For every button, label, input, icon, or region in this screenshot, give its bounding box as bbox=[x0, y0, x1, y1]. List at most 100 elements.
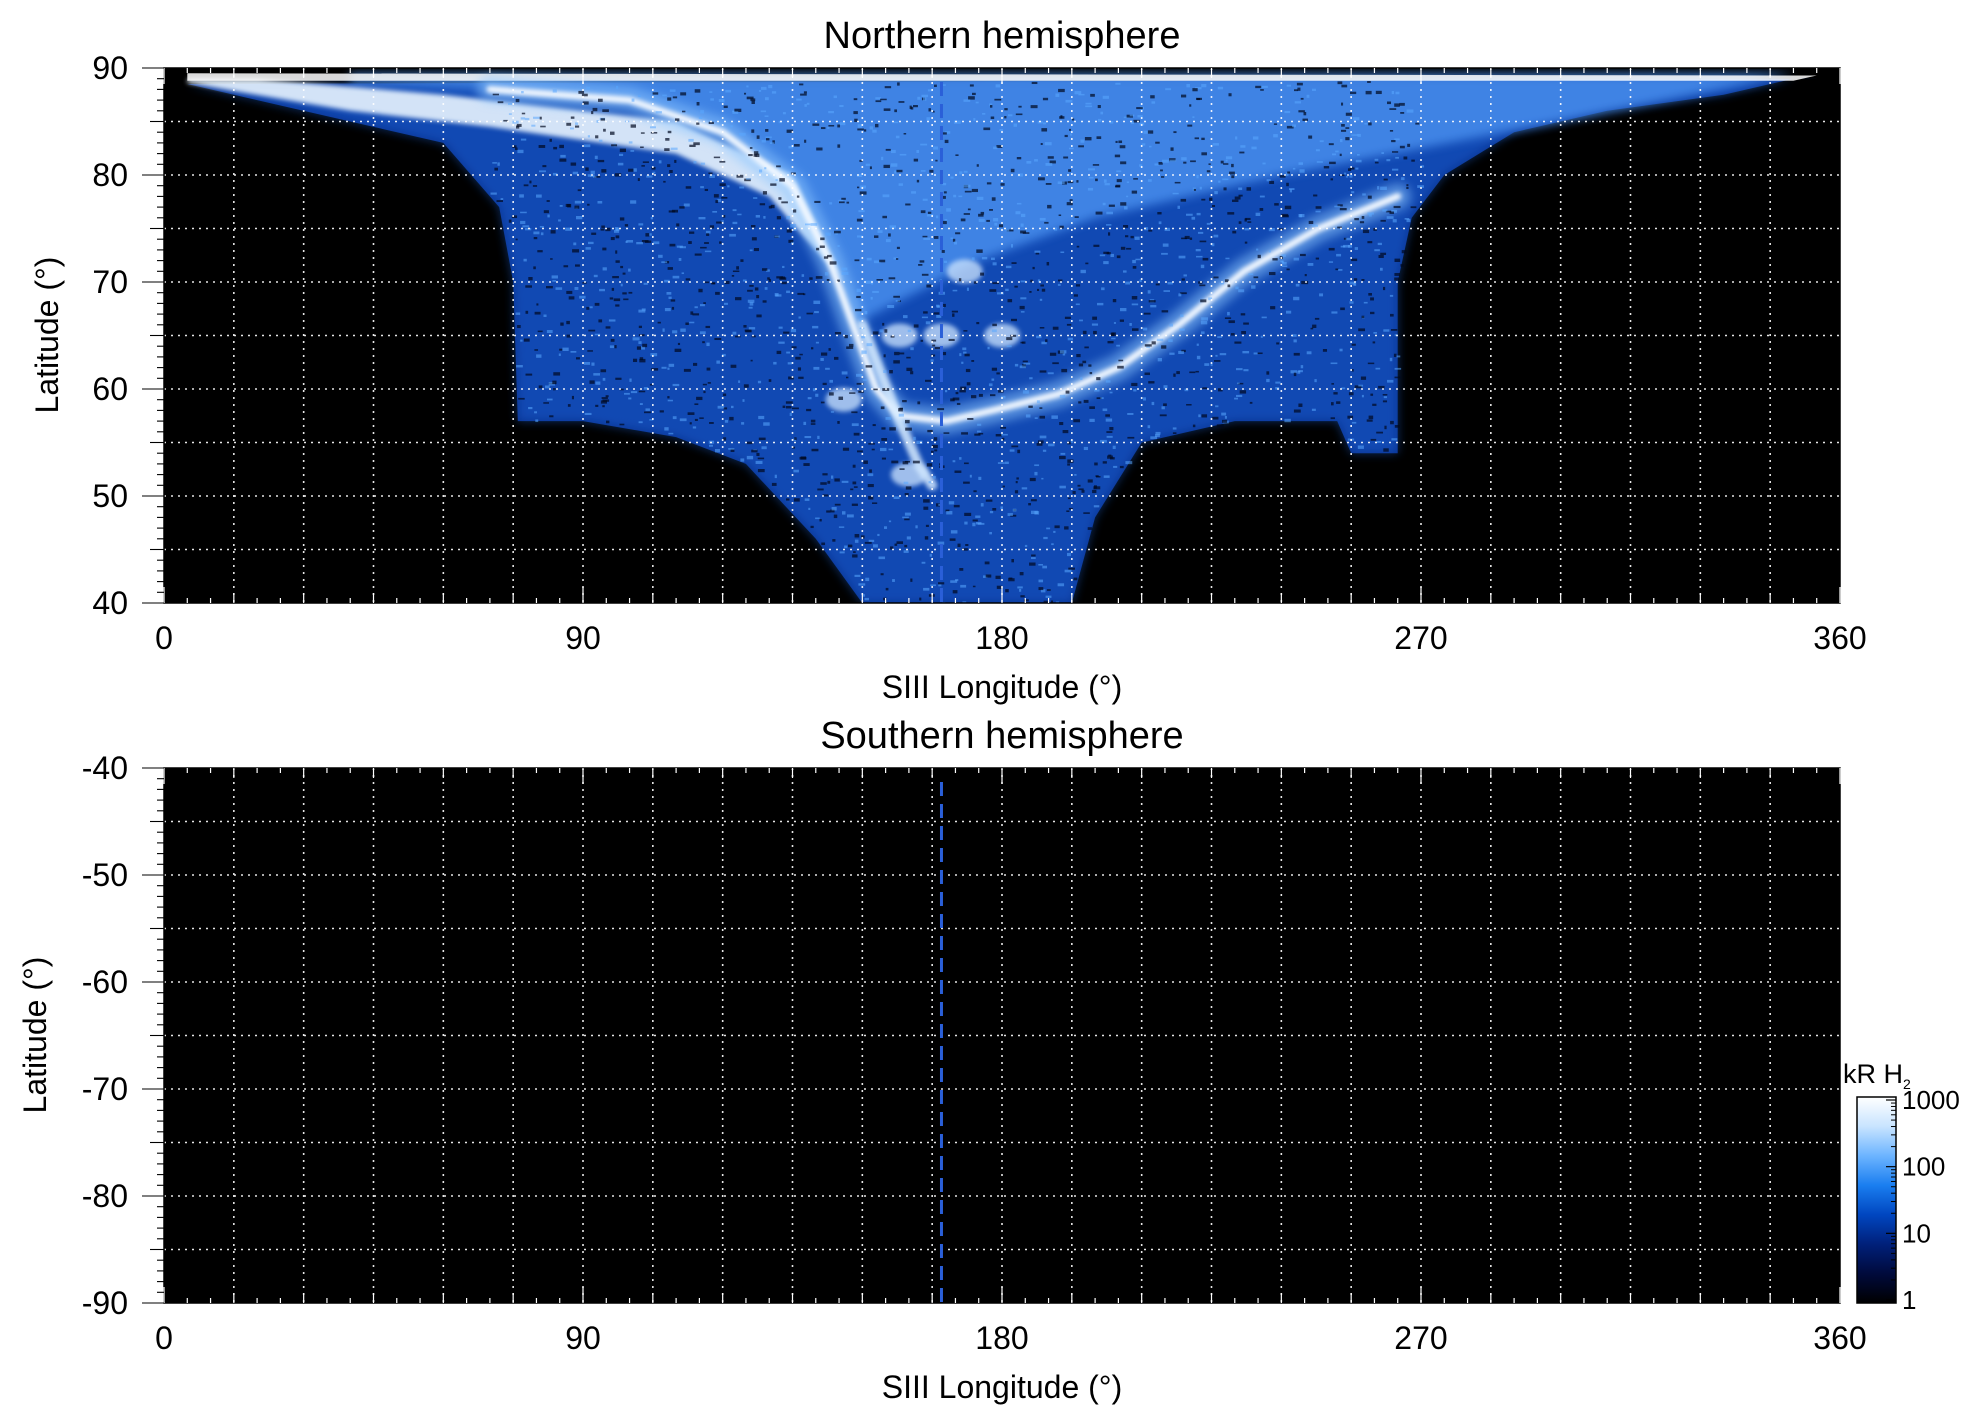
speckle bbox=[933, 475, 936, 479]
speckle bbox=[916, 150, 920, 154]
north-title: Northern hemisphere bbox=[824, 15, 1181, 57]
speckle bbox=[1101, 287, 1105, 291]
speckle bbox=[864, 311, 868, 315]
speckle bbox=[801, 274, 805, 277]
speckle bbox=[822, 382, 827, 386]
speckle bbox=[1034, 471, 1038, 476]
speckle bbox=[661, 366, 667, 369]
speckle bbox=[746, 455, 754, 460]
speckle bbox=[838, 199, 844, 202]
speckle bbox=[696, 102, 700, 106]
speckle bbox=[827, 254, 832, 258]
y-tick-label: 80 bbox=[92, 157, 128, 193]
speckle bbox=[904, 460, 910, 463]
speckle bbox=[540, 125, 546, 128]
speckle bbox=[1341, 387, 1346, 390]
speckle bbox=[894, 109, 898, 113]
speckle bbox=[520, 220, 526, 225]
speckle bbox=[978, 476, 982, 480]
speckle bbox=[905, 486, 912, 490]
speckle bbox=[1366, 419, 1373, 422]
speckle bbox=[937, 408, 945, 411]
speckle bbox=[864, 597, 869, 601]
speckle bbox=[778, 197, 782, 200]
speckle bbox=[718, 99, 724, 102]
speckle bbox=[761, 139, 766, 143]
speckle bbox=[1019, 305, 1025, 310]
speckle bbox=[1201, 152, 1207, 156]
emission-polar-cap bbox=[350, 73, 1794, 325]
speckle bbox=[508, 113, 512, 115]
speckle bbox=[1328, 143, 1334, 146]
speckle bbox=[1068, 169, 1072, 172]
speckle bbox=[1370, 393, 1374, 396]
speckle bbox=[490, 192, 497, 195]
speckle bbox=[1351, 343, 1356, 346]
south-xlabel: SIII Longitude (°) bbox=[882, 1369, 1122, 1405]
speckle bbox=[1095, 211, 1103, 215]
speckle bbox=[1389, 130, 1394, 132]
speckle bbox=[591, 362, 595, 366]
speckle bbox=[1028, 503, 1031, 506]
speckle bbox=[615, 250, 618, 254]
speckle bbox=[837, 144, 841, 148]
speckle bbox=[1084, 346, 1089, 349]
speckle bbox=[1378, 385, 1385, 389]
speckle bbox=[626, 240, 634, 243]
colorbar-tick-label: 100 bbox=[1902, 1152, 1945, 1182]
speckle bbox=[1000, 426, 1007, 429]
speckle bbox=[857, 128, 864, 131]
speckle bbox=[1334, 205, 1341, 208]
speckle bbox=[533, 231, 540, 235]
speckle bbox=[724, 302, 728, 305]
speckle bbox=[936, 315, 942, 318]
speckle bbox=[1042, 565, 1048, 569]
speckle bbox=[790, 328, 797, 333]
speckle bbox=[1200, 299, 1207, 303]
speckle bbox=[1178, 255, 1186, 259]
speckle bbox=[1067, 181, 1074, 184]
speckle bbox=[601, 225, 605, 229]
speckle bbox=[1173, 373, 1176, 377]
speckle bbox=[785, 401, 793, 404]
speckle bbox=[644, 411, 651, 414]
speckle bbox=[1016, 157, 1022, 160]
speckle bbox=[904, 544, 908, 548]
speckle bbox=[788, 239, 794, 243]
speckle bbox=[1019, 365, 1026, 369]
y-tick-label: 70 bbox=[92, 264, 128, 300]
speckle bbox=[707, 382, 711, 384]
speckle bbox=[692, 426, 697, 429]
speckle bbox=[517, 325, 521, 329]
speckle bbox=[1268, 250, 1271, 253]
speckle bbox=[672, 416, 677, 420]
speckle bbox=[1323, 166, 1330, 169]
speckle bbox=[586, 86, 591, 90]
speckle bbox=[1246, 187, 1252, 191]
speckle bbox=[624, 392, 630, 395]
speckle bbox=[1054, 227, 1058, 231]
speckle bbox=[1316, 161, 1323, 163]
speckle bbox=[873, 388, 878, 391]
speckle bbox=[963, 351, 967, 354]
speckle bbox=[1401, 177, 1405, 181]
speckle bbox=[1386, 216, 1394, 219]
speckle bbox=[1107, 341, 1114, 344]
speckle bbox=[1266, 179, 1271, 182]
speckle bbox=[959, 568, 964, 571]
speckle bbox=[1147, 130, 1154, 134]
speckle bbox=[572, 249, 580, 253]
speckle bbox=[693, 142, 700, 146]
speckle bbox=[1151, 341, 1156, 345]
speckle bbox=[1396, 355, 1401, 358]
speckle bbox=[952, 590, 958, 594]
speckle bbox=[1275, 381, 1281, 384]
speckle bbox=[766, 269, 770, 272]
speckle bbox=[1061, 368, 1068, 373]
speckle bbox=[799, 353, 803, 356]
speckle bbox=[1093, 505, 1100, 508]
speckle bbox=[1103, 261, 1109, 265]
speckle bbox=[955, 391, 959, 395]
speckle bbox=[1089, 406, 1095, 409]
